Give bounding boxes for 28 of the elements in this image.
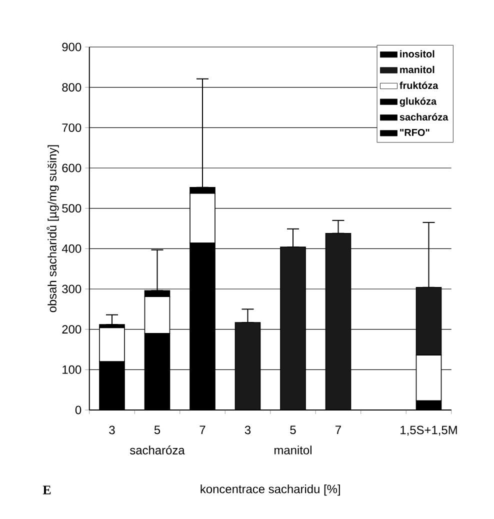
x-tick-label: 3 bbox=[109, 426, 115, 434]
x-tick-label: 7 bbox=[336, 426, 341, 434]
x-tick-label: 1,5S+1,5M bbox=[400, 426, 457, 436]
y-axis-title: obsah sacharidů [µg/mg sušiny] bbox=[46, 145, 59, 312]
legend-label: manitol bbox=[400, 66, 434, 74]
y-tick-label: 0 bbox=[75, 406, 82, 414]
y-tick-label: 400 bbox=[62, 244, 82, 253]
x-axis-title: koncentrace sacharidu [%] bbox=[200, 484, 340, 496]
y-tick-label: 700 bbox=[62, 123, 82, 132]
x-tick-label: 7 bbox=[200, 426, 206, 434]
legend-label: inositol bbox=[400, 50, 434, 58]
text: sacharóza bbox=[130, 446, 185, 454]
legend-label: sacharóza bbox=[400, 113, 448, 121]
y-tick-label: 200 bbox=[62, 325, 82, 334]
legend-label: "RFO" bbox=[400, 128, 430, 136]
x-tick-label: 3 bbox=[244, 426, 251, 434]
y-tick-label: 600 bbox=[62, 164, 82, 172]
y-tick-label: 100 bbox=[62, 365, 82, 374]
y-tick-label: 900 bbox=[62, 42, 82, 52]
y-tick-label: 500 bbox=[62, 204, 82, 213]
text: E bbox=[42, 486, 51, 494]
legend-label: glukóza bbox=[400, 97, 437, 107]
y-tick-label: 300 bbox=[62, 284, 82, 294]
text: manitol bbox=[274, 446, 312, 454]
x-tick-label: 5 bbox=[154, 426, 160, 434]
x-tick-label: 5 bbox=[290, 426, 296, 434]
legend-label: fruktóza bbox=[400, 82, 438, 89]
y-tick-label: 800 bbox=[62, 83, 82, 92]
